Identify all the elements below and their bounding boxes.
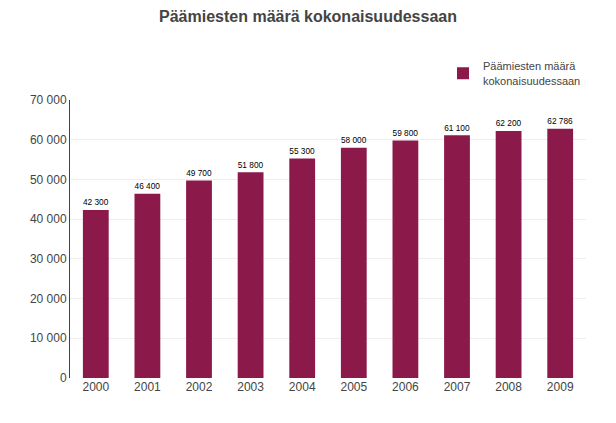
svg-text:2001: 2001 (134, 380, 161, 394)
svg-text:61 100: 61 100 (444, 123, 470, 133)
svg-text:2005: 2005 (340, 380, 367, 394)
svg-text:40 000: 40 000 (30, 212, 67, 226)
svg-text:46 400: 46 400 (135, 181, 161, 191)
svg-text:2007: 2007 (444, 380, 471, 394)
svg-text:59 800: 59 800 (393, 128, 419, 138)
svg-text:2004: 2004 (289, 380, 316, 394)
svg-text:30 000: 30 000 (30, 252, 67, 266)
svg-text:Päämiesten määrä kokonaisuudes: Päämiesten määrä kokonaisuudessaan (159, 8, 457, 25)
svg-text:2008: 2008 (495, 380, 522, 394)
svg-text:10 000: 10 000 (30, 331, 67, 345)
svg-text:2000: 2000 (82, 380, 109, 394)
svg-text:60 000: 60 000 (30, 133, 67, 147)
svg-text:2006: 2006 (392, 380, 419, 394)
svg-text:58 000: 58 000 (341, 135, 367, 145)
svg-text:50 000: 50 000 (30, 173, 67, 187)
svg-text:62 786: 62 786 (547, 116, 573, 126)
svg-text:2009: 2009 (547, 380, 574, 394)
svg-text:70 000: 70 000 (30, 93, 67, 107)
svg-text:2002: 2002 (186, 380, 213, 394)
svg-text:2003: 2003 (237, 380, 264, 394)
svg-text:55 300: 55 300 (289, 146, 315, 156)
svg-text:42 300: 42 300 (83, 197, 109, 207)
svg-text:20 000: 20 000 (30, 292, 67, 306)
svg-text:Päämiesten määräkokonaisuudess: Päämiesten määräkokonaisuudessaan (483, 60, 580, 86)
svg-text:51 800: 51 800 (238, 160, 264, 170)
svg-text:49 700: 49 700 (186, 168, 212, 178)
svg-text:0: 0 (60, 371, 67, 385)
svg-text:62 200: 62 200 (496, 118, 522, 128)
